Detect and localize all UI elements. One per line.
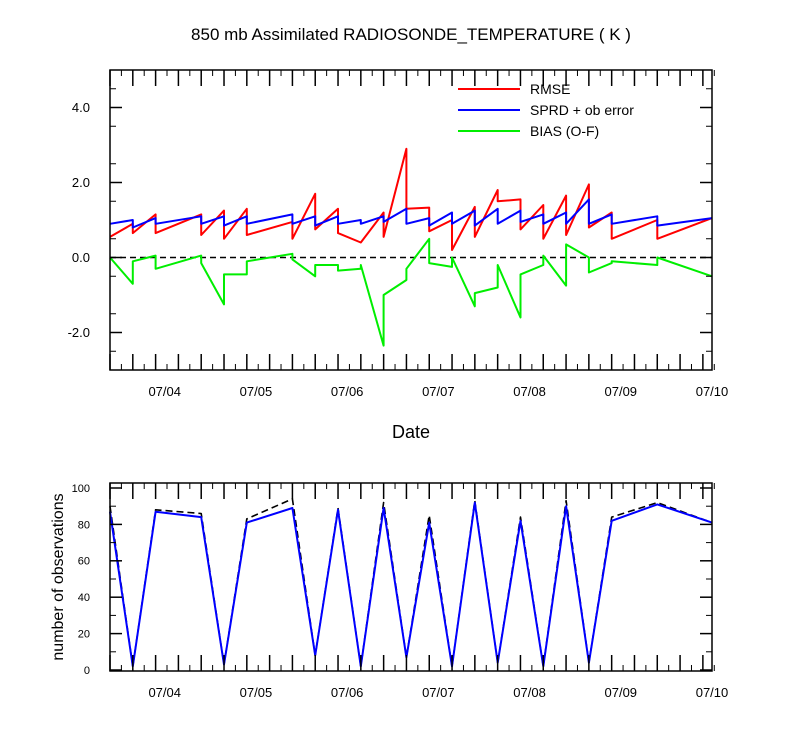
bottom-series-layer	[109, 498, 713, 668]
bottom-x-tick-label: 07/06	[331, 685, 364, 700]
series-line-sprd-ob-error	[109, 198, 713, 229]
bottom-x-tick-label: 07/09	[605, 685, 638, 700]
top-y-tick-label: 2.0	[72, 175, 90, 190]
top-x-tick-label: 07/10	[696, 384, 729, 399]
bottom-y-tick-label: 0	[84, 665, 90, 677]
top-y-tick-label: 0.0	[72, 250, 90, 265]
obs-series-assimilated	[109, 501, 713, 668]
top-y-tick-label: -2.0	[68, 325, 90, 340]
top-plot-frame	[109, 69, 713, 371]
top-x-tick-label: 07/07	[422, 384, 455, 399]
obs-series-total	[109, 498, 713, 668]
bottom-y-tick-label: 40	[78, 592, 90, 604]
bottom-x-tick-label: 07/04	[148, 685, 181, 700]
top-x-tick-label: 07/06	[331, 384, 364, 399]
top-x-tick-label: 07/09	[605, 384, 638, 399]
bottom-y-tick-label: 100	[72, 483, 90, 495]
x-axis-label: Date	[392, 422, 430, 442]
top-x-tick-label: 07/04	[148, 384, 181, 399]
legend-label: RMSE	[530, 81, 570, 97]
legend-label: SPRD + ob error	[530, 102, 634, 118]
top-y-tick-label: 4.0	[72, 100, 90, 115]
bottom-y-tick-label: 20	[78, 628, 90, 640]
legend-label: BIAS (O-F)	[530, 123, 599, 139]
top-x-tick-label: 07/05	[240, 384, 273, 399]
top-series-layer	[109, 147, 713, 347]
bottom-plot-frame	[109, 482, 713, 672]
top-axis-ticks: 07/04 07/05 07/06 07/07 07/08 07/09 07/10 -2.0 0…	[68, 70, 729, 399]
legend: RMSE SPRD + ob error BIAS (O-F)	[458, 81, 634, 139]
series-line-bias-o-f	[109, 237, 713, 347]
bottom-axis-ticks: 07/04 07/05 07/06 07/07 07/08 07/09 07/10 0 20 40…	[72, 483, 729, 700]
bottom-x-tick-label: 07/05	[240, 685, 273, 700]
top-x-tick-label: 07/08	[513, 384, 546, 399]
series-line-rmse	[109, 147, 713, 251]
bottom-x-tick-label: 07/08	[513, 685, 546, 700]
bottom-x-tick-label: 07/07	[422, 685, 455, 700]
y-axis-label-observations: number of observations	[50, 493, 67, 660]
bottom-chart: 07/04 07/05 07/06 07/07 07/08 07/09 07/10 0 20 40…	[72, 482, 729, 700]
bottom-y-tick-label: 60	[78, 556, 90, 568]
top-chart: 07/04 07/05 07/06 07/07 07/08 07/09 07/10 -2.0 0…	[68, 69, 729, 399]
bottom-y-tick-label: 80	[78, 519, 90, 531]
chart-title: 850 mb Assimilated RADIOSONDE_TEMPERATUR…	[191, 25, 631, 44]
bottom-x-tick-label: 07/10	[696, 685, 729, 700]
